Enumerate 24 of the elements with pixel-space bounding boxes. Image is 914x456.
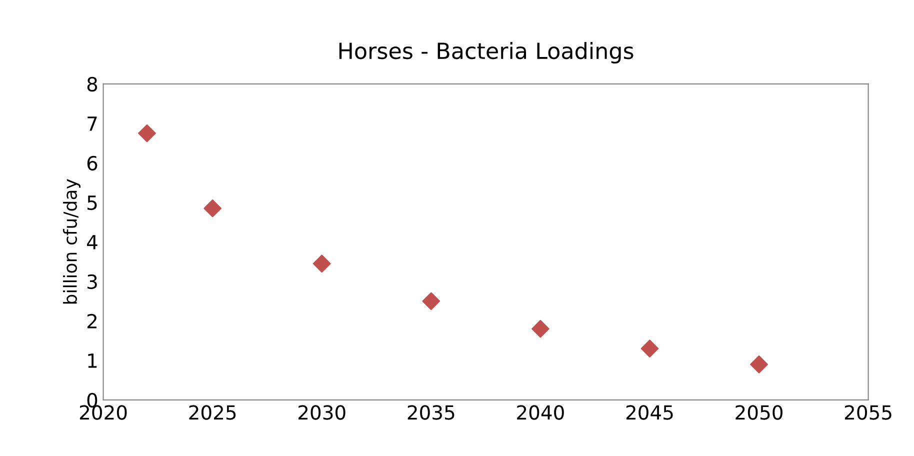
x-tick-label: 2035	[408, 405, 454, 420]
x-tick-label: 2055	[844, 405, 892, 420]
point	[204, 199, 222, 218]
y-tick-label: 4	[87, 235, 98, 250]
y-tick-label: 2	[87, 314, 96, 328]
y-tick-label: 1	[88, 354, 97, 368]
point	[750, 355, 768, 374]
x-tick-label: 2025	[189, 405, 236, 420]
y-axis-title: billion cfu/day	[63, 179, 80, 304]
y-tick-label: 3	[88, 274, 97, 290]
y-tick-label: 5	[88, 196, 97, 210]
point	[138, 124, 156, 142]
y-tick-label: 6	[87, 156, 98, 171]
point	[532, 320, 550, 338]
point	[312, 254, 331, 273]
x-tick-label: 2045	[626, 405, 673, 420]
y-tick-label: 7	[88, 116, 97, 131]
y-tick-label: 8	[87, 76, 98, 92]
x-tick-label: 2040	[517, 405, 564, 420]
x-tick-label: 2050	[736, 405, 782, 420]
point	[640, 340, 659, 358]
chart-title: Horses - Bacteria Loadings	[339, 42, 634, 64]
x-tick-label: 2030	[298, 405, 346, 420]
point	[422, 292, 440, 310]
